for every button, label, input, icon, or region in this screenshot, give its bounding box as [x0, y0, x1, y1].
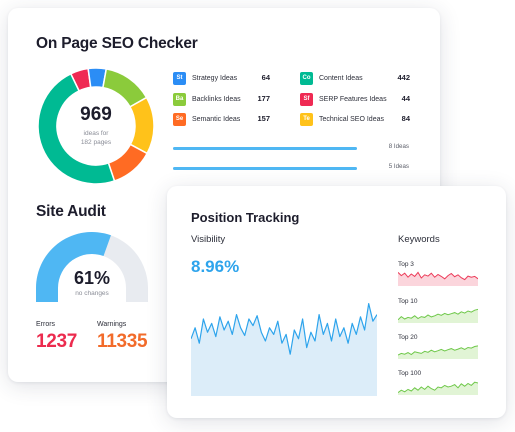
- technical-seo-badge-icon: Te: [300, 112, 313, 126]
- legend-item-backlinks[interactable]: Ba Backlinks Ideas: [173, 92, 241, 106]
- legend-value-backlinks: 177: [257, 94, 270, 103]
- visibility-label: Visibility: [191, 234, 226, 245]
- keyword-label: Top 3: [398, 261, 414, 268]
- progress-fill: [173, 167, 357, 170]
- keyword-label: Top 10: [398, 298, 418, 305]
- legend-item-serp-features[interactable]: Sf SERP Features Ideas: [300, 92, 387, 106]
- keyword-sparkline: [398, 271, 478, 286]
- site-health-gauge: 61% no changes: [36, 232, 148, 302]
- semantic-badge-icon: Se: [173, 112, 186, 126]
- legend-label: Backlinks Ideas: [192, 95, 241, 103]
- sparkline-line: [398, 381, 478, 394]
- sparkline-area: [398, 272, 478, 286]
- legend-item-content[interactable]: Co Content Ideas: [300, 71, 363, 85]
- visibility-line: [191, 303, 377, 355]
- progress-fill: [173, 147, 357, 150]
- donut-caption: ideas for: [83, 130, 109, 138]
- sparkline-area: [398, 309, 478, 323]
- visibility-value: 8.96%: [191, 257, 240, 276]
- gauge-fill: [36, 232, 111, 302]
- sparkline-line: [398, 271, 478, 281]
- keyword-sparkline: [398, 381, 478, 395]
- donut-svg: [37, 67, 155, 185]
- content-badge-icon: Co: [300, 71, 313, 85]
- serp-features-badge-icon: Sf: [300, 92, 313, 106]
- keyword-label: Top 100: [398, 370, 422, 377]
- legend-item-technical-seo[interactable]: Te Technical SEO Ideas: [300, 112, 384, 126]
- donut-center: 969 ideas for 182 pages: [36, 66, 156, 186]
- legend-item-semantic[interactable]: Se Semantic Ideas: [173, 112, 240, 126]
- legend-value-strategy: 64: [261, 73, 270, 82]
- gauge-caption: no changes: [75, 290, 109, 297]
- legend-value-content: 442: [397, 73, 410, 82]
- progress-label: 8 Ideas: [388, 143, 409, 150]
- donut-segment: [37, 72, 116, 185]
- position-tracking-title: Position Tracking: [191, 210, 300, 225]
- progress-label: 5 Ideas: [388, 163, 409, 170]
- sparkline-area: [398, 382, 478, 395]
- warnings-label: Warnings: [97, 321, 127, 328]
- site-audit-title: Site Audit: [36, 203, 106, 220]
- legend-label: Technical SEO Ideas: [319, 115, 384, 123]
- keywords-label: Keywords: [398, 234, 440, 245]
- keyword-sparkline: [398, 308, 478, 323]
- progress-track: [173, 167, 357, 170]
- sparkline-area: [398, 345, 478, 359]
- legend-label: Content Ideas: [319, 74, 363, 82]
- errors-label: Errors: [36, 321, 56, 328]
- gauge-svg: [36, 232, 148, 302]
- gauge-value: 61%: [73, 268, 111, 288]
- keyword-label: Top 20: [398, 334, 418, 341]
- position-tracking-card: Position Tracking Visibility 8.96% Keywo…: [167, 186, 506, 418]
- legend-value-technical-seo: 84: [401, 114, 410, 123]
- legend-label: SERP Features Ideas: [319, 95, 387, 103]
- legend-value-serp-features: 44: [401, 94, 410, 103]
- ideas-progress-row: 8 Ideas: [173, 143, 409, 153]
- legend-value-semantic: 157: [257, 114, 270, 123]
- seo-checker-title: On Page SEO Checker: [36, 35, 198, 52]
- donut-total-value: 969: [80, 104, 112, 126]
- visibility-area-chart: [191, 303, 377, 396]
- visibility-area: [191, 303, 377, 396]
- backlinks-badge-icon: Ba: [173, 92, 186, 106]
- donut-caption-pages: 182 pages: [80, 138, 112, 146]
- legend-item-strategy[interactable]: St Strategy Ideas: [173, 71, 237, 85]
- ideas-donut-chart: 969 ideas for 182 pages: [36, 66, 156, 186]
- keyword-sparkline: [398, 345, 478, 359]
- warnings-value: 11335: [97, 331, 148, 352]
- legend-label: Strategy Ideas: [192, 74, 238, 82]
- strategy-badge-icon: St: [173, 71, 186, 85]
- sparkline-line: [398, 345, 478, 356]
- ideas-progress-row: 5 Ideas: [173, 163, 409, 173]
- sparkline-line: [398, 308, 478, 321]
- legend-label: Semantic Ideas: [192, 115, 241, 123]
- progress-track: [173, 147, 357, 150]
- errors-value: 1237: [36, 331, 78, 352]
